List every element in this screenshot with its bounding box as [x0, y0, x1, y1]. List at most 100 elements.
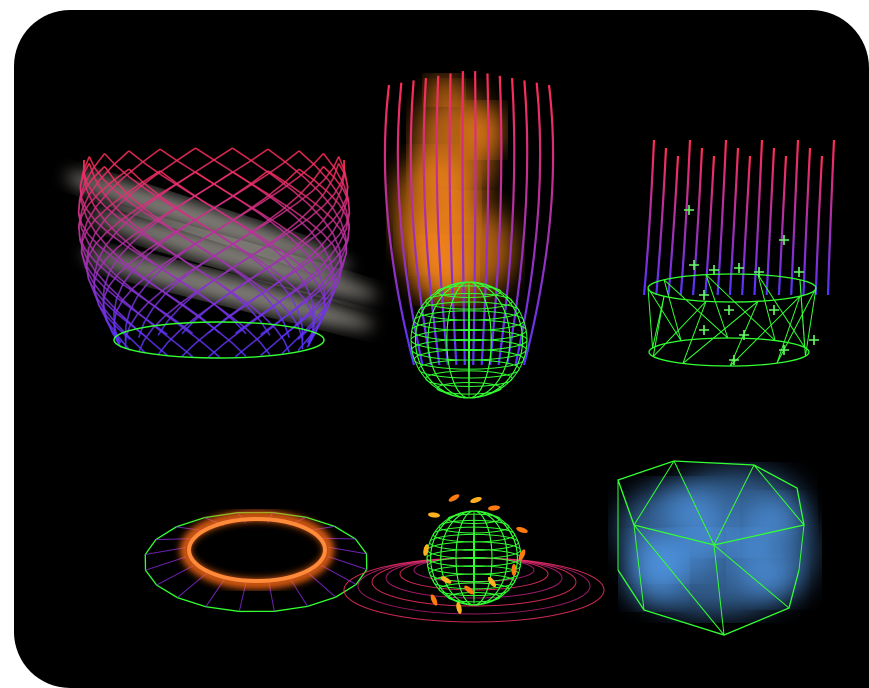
- spark: [734, 263, 744, 273]
- emitter-box-top: [617, 460, 805, 546]
- plume-strand: [461, 71, 466, 366]
- cyl-edge: [776, 296, 801, 364]
- ember: [428, 512, 440, 518]
- disc-spoke: [321, 564, 357, 585]
- ember: [423, 544, 429, 556]
- plume-strand: [514, 82, 542, 366]
- ember: [470, 496, 482, 504]
- glow-ring-core: [187, 517, 327, 583]
- helix-strand: [232, 171, 343, 338]
- particle-scene: [65, 71, 836, 636]
- helix-strand: [234, 168, 351, 334]
- spark-strand: [704, 155, 716, 296]
- helix-strand: [157, 159, 346, 336]
- spark-strand: [667, 155, 680, 296]
- plume-strand: [497, 78, 516, 366]
- helix-strand: [79, 156, 247, 357]
- ember: [511, 564, 517, 576]
- spark-strand: [790, 139, 800, 296]
- cyl-edge: [757, 274, 776, 341]
- cyl-edge: [663, 279, 682, 341]
- helix-strand: [113, 150, 300, 345]
- helix-strand: [260, 170, 348, 336]
- ember: [464, 585, 474, 595]
- helix-strand: [85, 147, 196, 354]
- emitter-cylinder-base: [113, 321, 325, 359]
- spark-strand: [765, 147, 776, 296]
- box-edge: [673, 460, 715, 546]
- plume-strand: [383, 84, 416, 366]
- box-edge: [713, 464, 755, 546]
- mist-puff: [624, 535, 684, 605]
- helix-strand: [82, 159, 271, 336]
- spark: [779, 235, 789, 245]
- plume-strand: [448, 73, 458, 366]
- ember: [448, 494, 460, 502]
- smoke-band: [65, 172, 351, 270]
- box-edge: [713, 544, 790, 609]
- spark: [769, 305, 779, 315]
- helix-strand: [124, 152, 324, 341]
- spark: [699, 325, 709, 335]
- cyl-edge: [757, 274, 806, 348]
- cyl-edge: [799, 279, 806, 357]
- helix-strand: [103, 166, 304, 350]
- box-edge: [633, 524, 645, 611]
- box-edge: [713, 544, 725, 636]
- smoke-band: [88, 212, 378, 299]
- helix-strand: [128, 168, 315, 347]
- plume-strand: [489, 75, 503, 366]
- spark-strand: [826, 139, 836, 296]
- plume-strand: [480, 73, 490, 366]
- helix-strand: [137, 156, 340, 338]
- plume-strand: [396, 82, 424, 366]
- helix-strand: [102, 148, 269, 348]
- disc-spoke: [145, 547, 186, 556]
- ember: [456, 602, 462, 614]
- ember: [487, 576, 497, 588]
- spark: [739, 330, 749, 340]
- spark-strand: [691, 147, 704, 296]
- disc-ring-effect: [144, 511, 368, 613]
- spark-strand: [802, 147, 812, 296]
- cyl-edge: [647, 287, 654, 348]
- spark: [684, 205, 694, 215]
- sphere-orbit-effect: [343, 494, 605, 623]
- spark: [809, 335, 819, 345]
- spark-strand: [716, 139, 728, 296]
- helix-strand: [93, 147, 233, 352]
- spark: [779, 345, 789, 355]
- cyl-edge: [647, 287, 682, 342]
- spark-strand: [777, 155, 788, 296]
- disc-spoke: [145, 556, 187, 571]
- ember: [516, 526, 528, 534]
- spark: [754, 267, 764, 277]
- plume-strand: [472, 71, 477, 366]
- helix-strand: [85, 171, 196, 338]
- spark: [689, 260, 699, 270]
- box-mist-effect: [617, 460, 814, 636]
- disc-spoke: [177, 572, 207, 598]
- plume-strand: [422, 78, 441, 366]
- cyl-edge: [682, 301, 707, 364]
- ember: [518, 549, 526, 561]
- spark: [699, 290, 709, 300]
- helix-strand: [77, 165, 221, 334]
- spark: [794, 267, 804, 277]
- spark-strand: [728, 147, 740, 296]
- spark-strand: [655, 147, 668, 296]
- plume-strand: [435, 75, 449, 366]
- helix-strand: [77, 150, 194, 358]
- ember: [488, 505, 500, 511]
- disc-spoke: [328, 556, 367, 570]
- cylinder-sparks-effect: [642, 139, 836, 367]
- spark: [729, 355, 739, 365]
- 3d-viewport[interactable]: [14, 10, 869, 688]
- cyl-edge: [652, 296, 665, 348]
- helix-strand: [232, 147, 343, 354]
- glow-ring: [180, 511, 334, 589]
- spark-strand: [753, 139, 764, 296]
- emitter-sphere: [410, 281, 528, 399]
- cyl-edge: [705, 274, 729, 339]
- box-edge: [617, 479, 635, 526]
